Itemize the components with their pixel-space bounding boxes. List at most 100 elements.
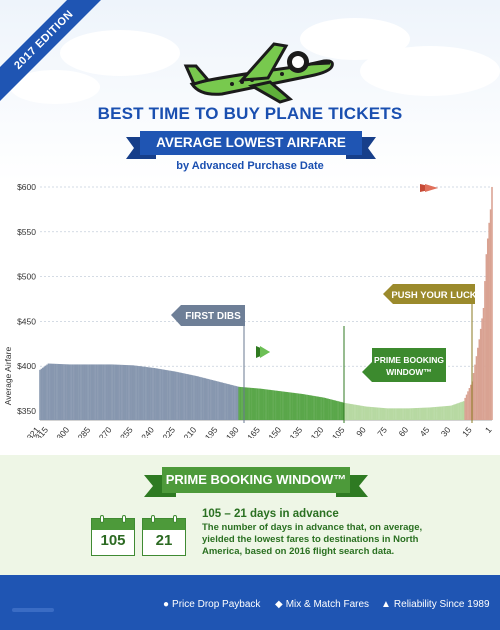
- chart-bar: [314, 396, 317, 420]
- chart-bar: [138, 366, 140, 420]
- chart-bar: [169, 370, 171, 420]
- prime-window-callout: PRIME BOOKING WINDOW™: [343, 326, 446, 423]
- x-tick-label: 15: [460, 425, 474, 438]
- chart-bar: [155, 368, 157, 420]
- chart-bar: [51, 363, 54, 420]
- chart-bar: [397, 408, 400, 420]
- chart-bar: [321, 397, 324, 420]
- chart-bar: [198, 376, 201, 420]
- chart-bar: [481, 318, 483, 420]
- chart-bar: [395, 408, 397, 420]
- chart-bar: [94, 364, 96, 420]
- chart-bar: [85, 364, 88, 420]
- chart-bar: [358, 405, 360, 420]
- banner-label: AVERAGE LOWEST AIRFARE: [140, 131, 362, 155]
- x-tick-label: 60: [396, 425, 410, 438]
- x-tick-label: 120: [309, 425, 326, 438]
- chart-bar: [461, 401, 464, 420]
- chart-subtitle: by Advanced Purchase Date: [176, 160, 324, 172]
- chart-bar: [73, 364, 75, 420]
- chart-bar: [388, 408, 390, 420]
- chart-bar: [284, 391, 287, 420]
- chart-bar: [142, 366, 144, 420]
- chart-bar: [436, 406, 438, 420]
- chart-bar: [173, 371, 175, 420]
- chart-bar: [91, 364, 94, 420]
- chart-bar: [309, 395, 311, 420]
- chart-bar: [301, 394, 304, 420]
- chart-bar: [88, 364, 91, 420]
- chart-bar: [393, 408, 396, 420]
- calendar-ring: [122, 515, 126, 523]
- chart-bar: [121, 364, 123, 420]
- chart-bar: [227, 383, 229, 420]
- footer-bar: ● Price Drop Payback ◆ Mix & Match Fares ▲…: [0, 575, 500, 630]
- chart-bar: [419, 407, 421, 420]
- x-tick-label: 240: [139, 425, 156, 438]
- chart-bar: [417, 407, 420, 420]
- chart-bar: [376, 407, 379, 420]
- chart-bar: [280, 391, 283, 420]
- chart-bar: [251, 387, 253, 420]
- chart-bar: [90, 364, 92, 420]
- chart-bar: [406, 408, 409, 420]
- chart-bar: [78, 364, 81, 420]
- chart-bar: [220, 382, 222, 420]
- x-tick-label: 75: [375, 425, 389, 438]
- prime-label-line1: PRIME BOOKING: [374, 355, 444, 365]
- chart-bar: [214, 380, 216, 420]
- chart-bar: [71, 364, 74, 420]
- chart-bar: [444, 406, 447, 420]
- chart-bar: [429, 407, 431, 420]
- chart-bar: [457, 403, 459, 420]
- x-tick-label: 135: [287, 425, 304, 438]
- chart-bar: [434, 406, 437, 420]
- chart-bar: [47, 363, 50, 420]
- chart-bar: [159, 368, 161, 420]
- chart-bar: [170, 370, 173, 420]
- chart-bar: [379, 407, 382, 420]
- chart-bar: [489, 209, 492, 420]
- chart-bar: [49, 363, 51, 420]
- chart-bar: [402, 408, 404, 420]
- page-title: BEST TIME TO BUY PLANE TICKETS: [97, 104, 403, 123]
- chart-bar: [328, 399, 331, 420]
- y-tick-label: $550: [17, 227, 36, 237]
- chart-bar: [479, 328, 482, 420]
- piggy-bank-icon: ●: [163, 599, 170, 610]
- chart-bar: [201, 377, 204, 420]
- chart-bar: [441, 406, 444, 420]
- chart-bar: [482, 307, 485, 420]
- chart-bar: [327, 398, 329, 420]
- chart-bar: [238, 386, 240, 420]
- chart-bar: [224, 383, 226, 420]
- chart-bar: [239, 386, 242, 420]
- chart-bar: [222, 382, 225, 420]
- chart-bar: [366, 406, 369, 420]
- chart-bar: [99, 364, 102, 420]
- prime-banner-label: PRIME BOOKING WINDOW™: [162, 467, 350, 493]
- chart-bar: [371, 407, 373, 420]
- chart-bar: [63, 364, 65, 420]
- y-tick-label: $600: [17, 182, 36, 192]
- x-tick-label: 1: [483, 425, 494, 435]
- chart-bar: [373, 407, 376, 420]
- chart-bar: [244, 387, 246, 420]
- chart-bar: [205, 378, 208, 420]
- chart-bar: [140, 366, 143, 420]
- x-tick-label: 165: [245, 425, 262, 438]
- chart-bar: [477, 347, 479, 420]
- chart-bar: [57, 363, 60, 420]
- chart-bar: [235, 386, 238, 420]
- chart-bar: [171, 371, 174, 420]
- chart-bar: [351, 404, 353, 420]
- x-tick-label: 45: [418, 425, 432, 438]
- chart-bar: [347, 403, 349, 420]
- chart-bar: [491, 186, 493, 420]
- chart-bar: [385, 408, 387, 420]
- chart-bar: [325, 398, 328, 420]
- feature-label: Mix & Match Fares: [285, 599, 370, 610]
- chart-bar: [270, 390, 273, 420]
- chart-bar: [364, 406, 366, 420]
